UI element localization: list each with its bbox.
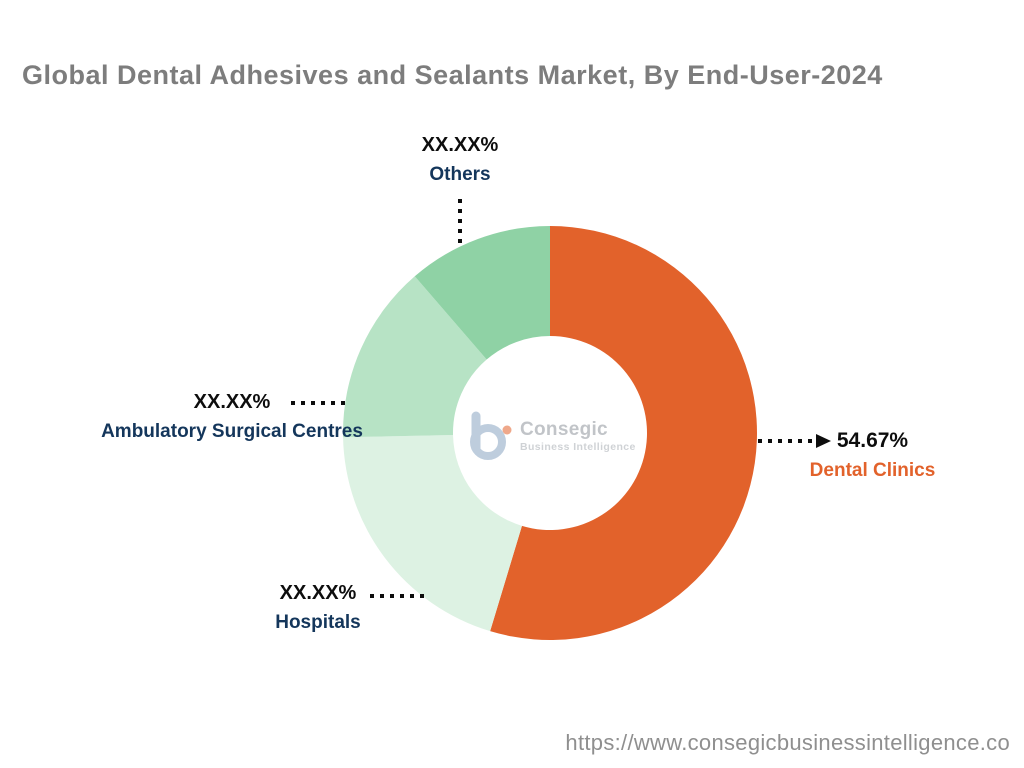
watermark-text: Consegic Business Intelligence xyxy=(520,419,636,453)
watermark-brand: Consegic xyxy=(520,419,608,440)
others-value: XX.XX% xyxy=(421,134,499,156)
ambulatory-value: XX.XX% xyxy=(193,391,271,413)
hospitals-label: Hospitals xyxy=(275,612,361,633)
callout-others: XX.XX% Others xyxy=(390,133,530,187)
callout-ambulatory-surgical-centres: XX.XX% Ambulatory Surgical Centres xyxy=(82,390,382,444)
callout-hospitals: XX.XX% Hospitals xyxy=(248,581,388,635)
footer-url-link[interactable]: https://www.consegicbusinessintelligence… xyxy=(565,730,1010,755)
donut-segment-others xyxy=(414,226,550,360)
donut-segments xyxy=(343,226,758,641)
hospitals-value: XX.XX% xyxy=(279,582,357,604)
donut-segment-ambulatory-surgical-centres xyxy=(343,276,487,438)
dental-clinics-value: 54.67% xyxy=(836,429,909,452)
watermark-subtitle: Business Intelligence xyxy=(520,441,636,453)
chart-title: Global Dental Adhesives and Sealants Mar… xyxy=(22,60,883,90)
ambulatory-label: Ambulatory Surgical Centres xyxy=(101,421,363,442)
donut-segment-dental-clinics xyxy=(490,226,758,641)
donut-segment-hospitals xyxy=(343,435,522,632)
others-label: Others xyxy=(429,164,491,185)
arrowhead-dental-clinics xyxy=(816,434,831,448)
callout-dental-clinics: 54.67% Dental Clinics xyxy=(800,428,945,483)
consegic-logo-icon xyxy=(470,411,512,460)
watermark: Consegic Business Intelligence xyxy=(462,408,636,464)
dental-clinics-label: Dental Clinics xyxy=(809,460,936,482)
